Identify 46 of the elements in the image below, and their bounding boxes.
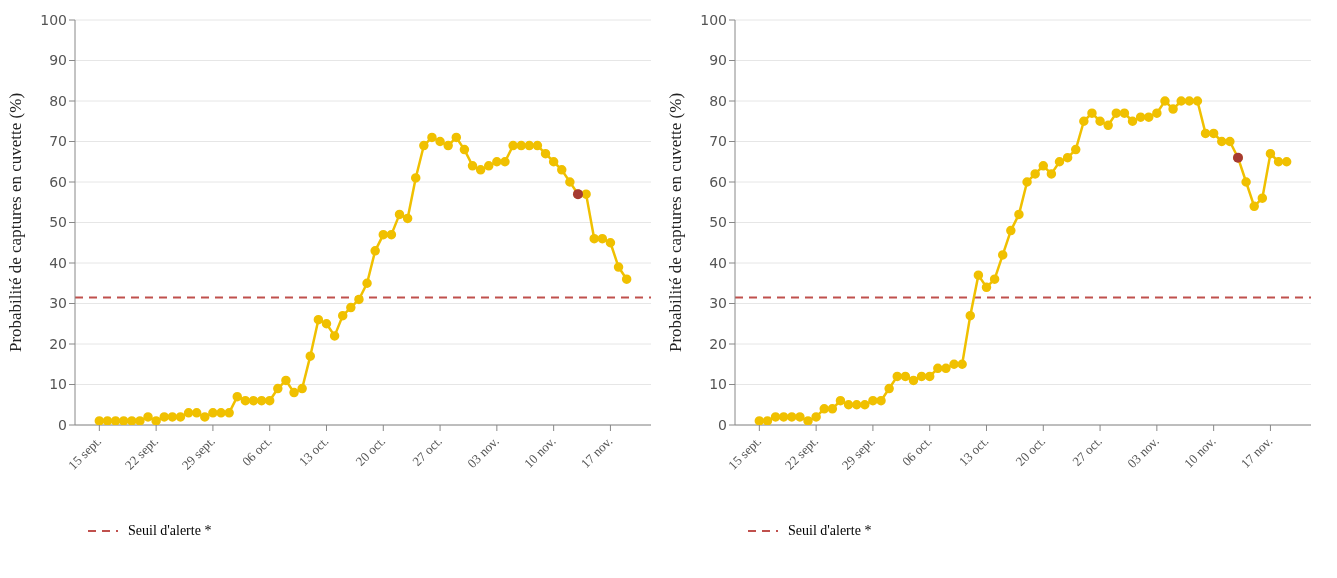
x-tick-label: 06 oct.	[239, 433, 275, 469]
x-tick-label: 22 sept.	[121, 433, 162, 473]
y-tick-label: 90	[49, 52, 67, 69]
y-axis-title: Probabilité de captures en cuvette (%)	[6, 92, 26, 353]
x-tick-label: 15 sept.	[65, 433, 105, 473]
y-tick-label: 60	[709, 173, 727, 190]
x-tick-label: 13 oct.	[295, 433, 332, 469]
y-tick-label: 100	[700, 11, 727, 28]
x-tick-label: 15 sept.	[725, 433, 765, 473]
y-tick-label: 70	[49, 133, 67, 150]
y-tick-label: 80	[49, 92, 67, 109]
y-tick-label: 50	[709, 214, 727, 231]
x-tick-label: 29 sept.	[838, 433, 878, 473]
x-tick-label: 13 oct.	[955, 433, 992, 469]
legend-label: Seuil d'alerte *	[128, 523, 212, 539]
y-tick-label: 30	[49, 295, 67, 312]
y-tick-label: 100	[40, 11, 67, 28]
y-axis-title: Probabilité de captures en cuvette (%)	[666, 92, 686, 353]
x-tick-label: 17 nov.	[577, 433, 616, 471]
x-tick-label: 10 nov.	[1181, 433, 1219, 471]
y-tick-label: 10	[709, 376, 727, 393]
x-tick-label: 10 nov.	[521, 433, 559, 471]
x-tick-label: 03 nov.	[1124, 433, 1162, 471]
y-tick-label: 0	[58, 416, 67, 433]
x-tick-label: 29 sept.	[178, 433, 218, 473]
x-tick-label: 06 oct.	[899, 433, 935, 469]
y-tick-label: 40	[709, 254, 727, 271]
y-tick-label: 60	[49, 173, 67, 190]
y-tick-label: 90	[709, 52, 727, 69]
x-tick-label: 17 nov.	[1237, 433, 1276, 471]
y-tick-label: 30	[709, 295, 727, 312]
x-tick-label: 20 oct.	[352, 433, 389, 469]
x-tick-label: 22 sept.	[781, 433, 822, 473]
y-tick-label: 40	[49, 254, 67, 271]
x-tick-label: 27 oct.	[1069, 433, 1106, 469]
y-tick-label: 70	[709, 133, 727, 150]
legend-label: Seuil d'alerte *	[788, 523, 872, 539]
y-tick-label: 50	[49, 214, 67, 231]
y-tick-label: 20	[709, 335, 727, 352]
y-tick-label: 80	[709, 92, 727, 109]
y-tick-label: 0	[718, 416, 727, 433]
x-tick-label: 03 nov.	[464, 433, 502, 471]
x-tick-label: 27 oct.	[409, 433, 446, 469]
x-tick-label: 20 oct.	[1012, 433, 1049, 469]
y-tick-label: 10	[49, 376, 67, 393]
y-tick-label: 20	[49, 335, 67, 352]
